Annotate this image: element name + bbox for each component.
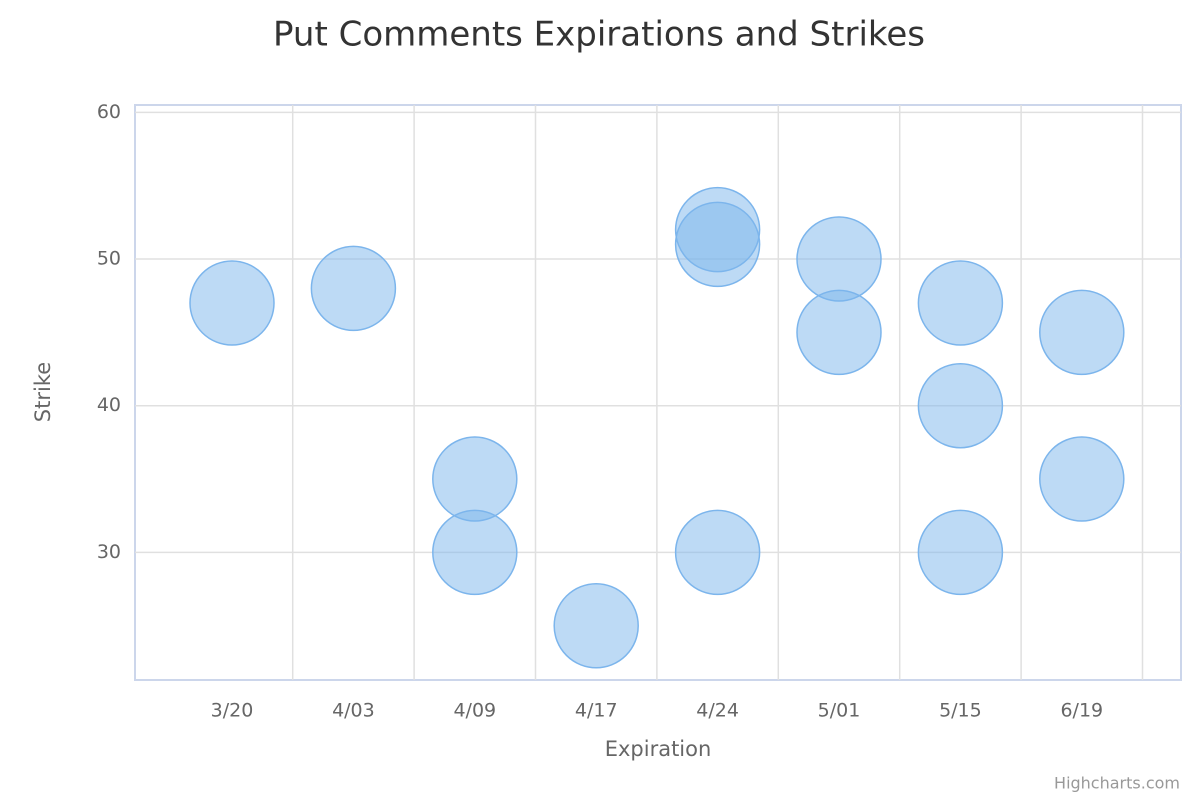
x-tick-label: 4/17 [575, 700, 618, 722]
x-tick-label: 5/15 [939, 700, 982, 722]
credits[interactable]: Highcharts.com [1054, 774, 1180, 793]
bubble [310, 245, 397, 332]
bubble [553, 582, 639, 669]
bubble [796, 289, 882, 376]
x-axis-title: Expiration [605, 737, 712, 761]
x-tick-label: 4/03 [332, 700, 375, 722]
x-tick-label: 3/20 [211, 700, 254, 722]
y-tick-label: 40 [97, 394, 121, 416]
bubble [1039, 436, 1125, 522]
y-tick-label: 60 [97, 101, 121, 123]
bubble [432, 436, 518, 522]
x-tick-label: 4/09 [453, 700, 496, 722]
bubble [796, 216, 882, 302]
bubble [1039, 289, 1125, 376]
bubble [674, 201, 761, 288]
plot-border [134, 104, 1182, 681]
bubble [917, 509, 1004, 596]
x-tick-label: 5/01 [818, 700, 861, 722]
y-tick-label: 30 [97, 541, 121, 563]
y-tick-label: 50 [97, 248, 121, 270]
x-tick-label: 4/24 [696, 700, 739, 722]
bubble [674, 509, 761, 596]
bubble [189, 260, 275, 346]
chart-title: Put Comments Expirations and Strikes [273, 15, 925, 55]
bubble [432, 509, 518, 596]
y-axis-title: Strike [31, 362, 55, 422]
bubble [917, 362, 1004, 449]
x-tick-label: 6/19 [1060, 700, 1103, 722]
bubble [917, 260, 1004, 346]
